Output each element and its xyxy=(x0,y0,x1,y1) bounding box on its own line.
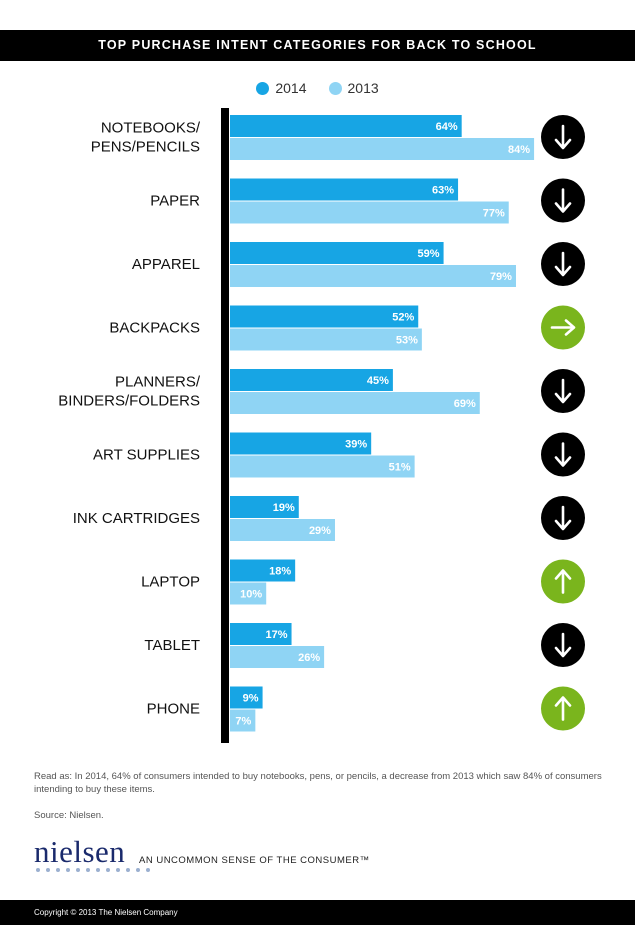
category-label: INK CARTRIDGES xyxy=(73,510,200,527)
data-label-2013: 77% xyxy=(483,208,505,220)
arrow-down-icon xyxy=(554,505,572,531)
category-label: TABLET xyxy=(144,637,200,654)
legend-label-2013: 2013 xyxy=(347,80,379,96)
data-label-2013: 69% xyxy=(454,398,476,410)
bar-2013 xyxy=(230,455,415,478)
bar-2013 xyxy=(230,582,267,605)
data-label-2013: 79% xyxy=(490,271,512,283)
bar-2014 xyxy=(230,178,459,201)
bar-2014 xyxy=(230,559,296,582)
copyright-text: Copyright © 2013 The Nielsen Company xyxy=(34,908,178,917)
category-label: NOTEBOOKS/PENS/PENCILS xyxy=(91,120,201,156)
data-label-2014: 45% xyxy=(367,375,389,387)
brand-wordmark: nielsen xyxy=(34,834,126,869)
category-label: PLANNERS/BINDERS/FOLDERS xyxy=(58,374,201,410)
data-label-2013: 51% xyxy=(389,462,411,474)
arrow-down-icon xyxy=(554,124,572,150)
bar-2014 xyxy=(230,496,299,518)
category-label: BACKPACKS xyxy=(109,320,200,337)
bar-2014 xyxy=(230,305,419,328)
legend-item-2013: 2013 xyxy=(328,80,379,96)
arrow-up-icon xyxy=(554,696,572,721)
data-label-2014: 19% xyxy=(273,502,295,514)
data-label-2013: 10% xyxy=(240,589,262,601)
arrow-down-icon xyxy=(554,251,572,277)
bar-2013 xyxy=(230,646,325,668)
arrow-right-icon xyxy=(550,319,576,336)
data-label-2014: 59% xyxy=(418,248,440,260)
brand-tagline: AN UNCOMMON SENSE OF THE CONSUMER™ xyxy=(139,855,370,866)
data-label-2014: 9% xyxy=(243,693,259,705)
bar-2014 xyxy=(230,115,462,137)
data-label-2013: 26% xyxy=(298,652,320,664)
legend-item-2014: 2014 xyxy=(256,80,307,96)
bar-2014 xyxy=(230,686,263,709)
data-label-2013: 7% xyxy=(235,716,251,728)
data-label-2013: 84% xyxy=(508,144,530,156)
category-label: ART SUPPLIES xyxy=(93,447,200,464)
data-label-2014: 52% xyxy=(392,312,414,324)
bar-2014 xyxy=(230,432,372,455)
bar-2013 xyxy=(230,709,256,732)
bar-2013 xyxy=(230,392,480,414)
brand-dots xyxy=(36,868,150,872)
axis-line xyxy=(221,108,229,743)
arrow-down-icon xyxy=(554,632,572,658)
bar-2014 xyxy=(230,242,444,264)
bar-2013 xyxy=(230,265,516,287)
copyright-bar: Copyright © 2013 The Nielsen Company xyxy=(0,900,635,925)
bar-2014 xyxy=(230,623,292,645)
legend-swatch-2013 xyxy=(328,81,342,95)
category-label: PHONE xyxy=(147,701,200,718)
arrow-up-icon xyxy=(554,569,572,594)
footnote: Read as: In 2014, 64% of consumers inten… xyxy=(34,771,602,795)
legend-label-2014: 2014 xyxy=(275,80,307,96)
legend: 2014 2013 xyxy=(0,78,635,98)
data-label-2014: 64% xyxy=(436,121,458,133)
bar-chart: NOTEBOOKS/PENS/PENCILS 64% 84% PAPER 63% 77% A… xyxy=(58,108,585,743)
bar-2013 xyxy=(230,328,422,351)
data-label-2013: 53% xyxy=(396,335,418,347)
bar-2013 xyxy=(230,201,509,224)
data-label-2014: 18% xyxy=(269,566,291,578)
category-label: LAPTOP xyxy=(141,574,200,591)
category-label: PAPER xyxy=(150,193,200,210)
arrow-down-icon xyxy=(554,442,572,467)
arrow-down-icon xyxy=(554,378,572,404)
bar-2014 xyxy=(230,369,393,391)
bar-2013 xyxy=(230,138,535,160)
arrow-down-icon xyxy=(554,188,572,213)
data-label-2013: 29% xyxy=(309,525,331,537)
data-label-2014: 63% xyxy=(432,185,454,197)
bar-2013 xyxy=(230,519,335,541)
chart-title: TOP PURCHASE INTENT CATEGORIES FOR BACK … xyxy=(0,30,635,61)
source-note: Source: Nielsen. xyxy=(34,810,104,821)
category-label: APPAREL xyxy=(132,256,200,273)
data-label-2014: 39% xyxy=(345,439,367,451)
data-label-2014: 17% xyxy=(266,629,288,641)
legend-swatch-2014 xyxy=(256,81,270,95)
